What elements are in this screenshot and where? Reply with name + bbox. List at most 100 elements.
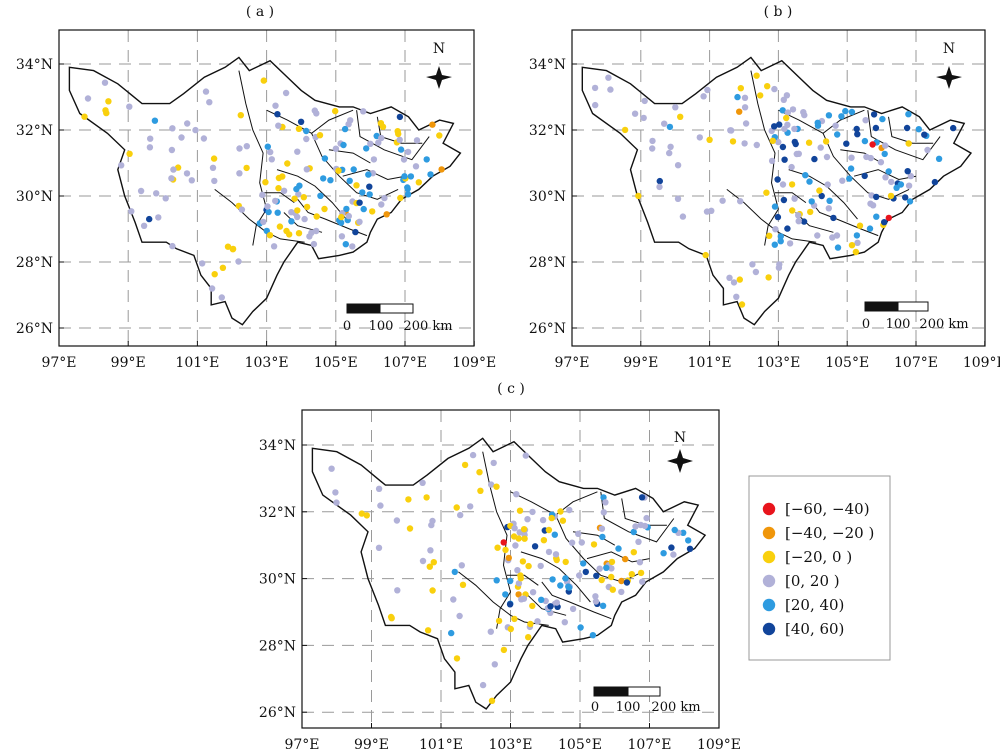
- station-point: [623, 579, 631, 586]
- station-point: [377, 502, 384, 509]
- station-point: [704, 86, 711, 94]
- station-point: [401, 173, 408, 180]
- station-point: [618, 588, 625, 596]
- x-tick-label: 97°E: [41, 355, 76, 371]
- station-point: [825, 112, 833, 119]
- x-tick-label: 97°E: [284, 737, 319, 753]
- station-point: [458, 562, 465, 569]
- station-point: [461, 461, 469, 469]
- prefecture-boundary: [809, 198, 879, 237]
- panel-c-grid: [302, 410, 719, 728]
- x-tick-label: 99°E: [111, 355, 146, 371]
- y-tick-label: 34°N: [16, 57, 53, 73]
- station-point: [350, 166, 357, 173]
- station-point: [791, 125, 798, 133]
- station-point: [515, 580, 523, 587]
- station-point: [170, 166, 177, 173]
- station-point: [200, 135, 208, 142]
- station-point: [267, 148, 274, 156]
- station-point: [183, 170, 191, 177]
- station-point: [101, 79, 109, 86]
- station-point: [548, 514, 555, 522]
- station-point: [741, 94, 749, 102]
- legend-items: [−60, −40) [−40, −20 ) [−20, 0 ) [0, 20 ) [2…: [762, 500, 874, 638]
- station-point: [268, 156, 275, 163]
- station-point: [547, 603, 554, 610]
- station-point: [243, 164, 250, 172]
- station-point: [696, 134, 703, 141]
- north-label: N: [674, 430, 686, 446]
- station-point: [589, 632, 597, 639]
- station-point: [264, 143, 271, 150]
- station-point: [763, 189, 770, 196]
- station-point: [565, 583, 572, 590]
- prefecture-boundary: [263, 192, 295, 204]
- station-point: [931, 178, 939, 186]
- station-point: [395, 130, 402, 138]
- station-point: [453, 655, 461, 662]
- station-point: [838, 113, 845, 120]
- station-point: [672, 104, 679, 111]
- station-point: [456, 612, 463, 620]
- station-point: [631, 110, 639, 117]
- station-point: [282, 89, 290, 97]
- station-point: [235, 258, 242, 265]
- station-point: [888, 178, 895, 186]
- station-point: [327, 177, 334, 184]
- station-point: [774, 213, 782, 221]
- station-point: [753, 72, 760, 79]
- x-tick-label: 105°E: [314, 355, 358, 371]
- station-point: [906, 198, 914, 205]
- station-point: [843, 140, 850, 147]
- station-point: [494, 544, 501, 551]
- station-point: [321, 205, 328, 213]
- station-point: [621, 126, 629, 134]
- station-point: [288, 218, 295, 225]
- y-tick-label: 26°N: [529, 321, 566, 337]
- y-tick-label: 32°N: [16, 123, 53, 139]
- station-point: [607, 86, 614, 93]
- station-point: [802, 172, 809, 179]
- station-point: [677, 113, 684, 121]
- station-point: [404, 148, 412, 156]
- station-point: [353, 182, 360, 189]
- station-point: [260, 218, 267, 226]
- prefecture-boundary: [276, 169, 347, 220]
- legend-label: [−20, 0 ): [785, 548, 852, 566]
- panel-a-ticks: 97°E 99°E 101°E 103°E 105°E 107°E 109°E 26°N 28°…: [16, 57, 496, 371]
- station-point: [341, 125, 349, 133]
- station-point: [656, 177, 663, 185]
- station-point: [854, 131, 861, 138]
- station-point: [897, 181, 905, 188]
- station-point: [730, 279, 738, 286]
- station-point: [795, 150, 802, 157]
- station-point: [146, 215, 153, 223]
- station-point: [788, 181, 796, 188]
- legend-swatch: [762, 550, 776, 564]
- station-point: [562, 575, 569, 582]
- station-point: [737, 198, 744, 205]
- station-point: [667, 143, 674, 150]
- station-point: [525, 634, 532, 641]
- station-point: [825, 205, 832, 212]
- station-point: [708, 207, 715, 214]
- legend-label: [−40, −20 ): [785, 524, 874, 542]
- station-point: [211, 177, 218, 185]
- legend-swatch: [762, 574, 776, 588]
- station-point: [378, 134, 385, 142]
- station-point: [641, 97, 648, 105]
- station-point: [375, 544, 383, 551]
- station-point: [381, 194, 388, 202]
- station-point: [674, 162, 682, 169]
- legend-swatch: [762, 502, 776, 516]
- station-point: [517, 575, 524, 582]
- station-point: [531, 543, 539, 550]
- station-point: [457, 511, 464, 519]
- station-point: [656, 183, 663, 191]
- station-point: [603, 564, 610, 571]
- station-point: [313, 227, 320, 235]
- station-point: [685, 537, 692, 544]
- y-tick-label: 30°N: [529, 189, 566, 205]
- station-point: [881, 150, 888, 158]
